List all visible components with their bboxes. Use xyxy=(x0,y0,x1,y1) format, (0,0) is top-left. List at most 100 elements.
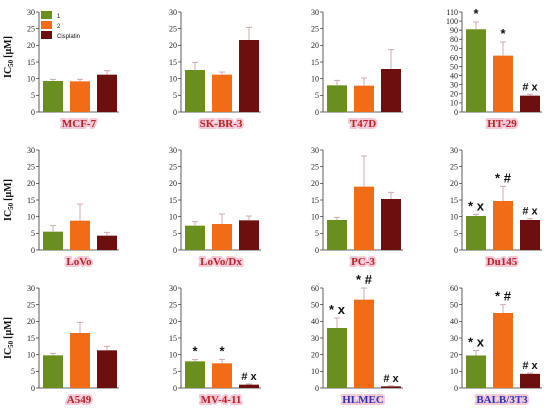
y-tick-label: 30 xyxy=(450,146,458,155)
bar-2 xyxy=(70,333,90,388)
bar-1 xyxy=(327,85,347,112)
cell-line-label: BALB/3T3 xyxy=(476,394,528,406)
chart-panels: 051015202530MCF-7MCF-7051015202530SK-BR-… xyxy=(27,6,542,408)
y-axis-label-unit: [μM] xyxy=(3,36,14,58)
y-tick-label: 20 xyxy=(169,41,177,50)
bar-cisplatin xyxy=(381,199,401,250)
bar-1 xyxy=(43,355,63,388)
bar-cisplatin xyxy=(381,69,401,112)
y-tick-label: 30 xyxy=(169,8,177,17)
significance-marker: # x xyxy=(241,371,257,383)
cell-line-label-glow: A549 xyxy=(67,394,92,406)
bar-2 xyxy=(493,201,513,250)
y-tick-label: 0 xyxy=(315,246,319,255)
y-tick-label: 30 xyxy=(169,146,177,155)
significance-marker: * x xyxy=(468,198,485,213)
y-tick-label: 0 xyxy=(173,384,177,393)
bar-cisplatin xyxy=(520,220,540,250)
cell-line-label-glow: T47D xyxy=(350,118,376,130)
bar-1 xyxy=(43,231,63,250)
legend-label-1: 1 xyxy=(57,14,61,20)
y-tick-label: 20 xyxy=(450,179,458,188)
y-axis-label-row-2: IC50[μM] xyxy=(3,179,15,221)
legend-swatch-1 xyxy=(41,11,52,19)
y-tick-label: 0 xyxy=(31,384,35,393)
y-tick-label: 20 xyxy=(27,317,35,326)
y-tick-label: 50 xyxy=(311,300,319,309)
bar-2 xyxy=(354,85,374,112)
bar-cisplatin xyxy=(239,40,259,112)
bar-1 xyxy=(466,29,486,112)
cell-line-label-glow: PC-3 xyxy=(351,256,375,268)
y-tick-label: 25 xyxy=(450,162,458,171)
y-tick-label: 10 xyxy=(450,212,458,221)
y-tick-label: 40 xyxy=(311,317,319,326)
significance-marker: * x xyxy=(468,335,485,350)
bar-2 xyxy=(493,55,513,112)
y-tick-label: 15 xyxy=(27,58,35,67)
y-tick-label: 15 xyxy=(169,196,177,205)
y-tick-label: 50 xyxy=(450,300,458,309)
y-tick-label: 10 xyxy=(169,212,177,221)
bar-1 xyxy=(185,70,205,112)
y-tick-label: 90 xyxy=(450,26,458,35)
bar-2 xyxy=(212,74,232,112)
y-tick-label: 25 xyxy=(27,24,35,33)
cell-line-label-glow: BALB/3T3 xyxy=(476,394,528,406)
y-tick-label: 25 xyxy=(27,300,35,309)
y-tick-label: 0 xyxy=(173,246,177,255)
y-tick-label: 10 xyxy=(311,74,319,83)
legend: 1 2 Cisplatin xyxy=(41,11,80,40)
bar-1 xyxy=(327,328,347,388)
y-axis-label-unit: [μM] xyxy=(3,179,14,201)
y-tick-label: 110 xyxy=(446,8,458,17)
y-tick-label: 5 xyxy=(31,367,35,376)
y-tick-label: 50 xyxy=(450,62,458,71)
legend-swatch-cisplatin xyxy=(41,31,52,39)
y-tick-label: 5 xyxy=(31,91,35,100)
y-tick-label: 40 xyxy=(450,71,458,80)
bar-2 xyxy=(70,220,90,250)
y-tick-label: 10 xyxy=(27,212,35,221)
y-tick-label: 20 xyxy=(169,179,177,188)
legend-label-cisplatin: Cisplatin xyxy=(57,34,80,40)
bar-cisplatin xyxy=(520,95,540,112)
bar-2 xyxy=(354,186,374,250)
y-tick-label: 70 xyxy=(450,44,458,53)
significance-marker: * # xyxy=(495,170,512,185)
bar-cisplatin xyxy=(239,220,259,250)
y-tick-label: 20 xyxy=(169,317,177,326)
bar-cisplatin xyxy=(97,74,117,112)
y-tick-label: 30 xyxy=(311,8,319,17)
y-tick-label: 15 xyxy=(450,196,458,205)
y-axis-label-main: IC xyxy=(3,67,14,78)
cell-line-label-glow: HLMEC xyxy=(342,394,384,406)
bar-1 xyxy=(185,225,205,250)
y-tick-label: 25 xyxy=(169,300,177,309)
cell-line-label-glow: MV-4-11 xyxy=(201,394,242,406)
y-tick-label: 60 xyxy=(450,284,458,293)
legend-label-2: 2 xyxy=(57,24,61,30)
y-tick-label: 30 xyxy=(311,334,319,343)
y-tick-label: 60 xyxy=(311,284,319,293)
y-tick-label: 10 xyxy=(169,74,177,83)
y-tick-label: 20 xyxy=(450,90,458,99)
y-tick-label: 5 xyxy=(315,229,319,238)
cell-line-label-glow: Du145 xyxy=(487,256,518,268)
y-tick-label: 20 xyxy=(450,350,458,359)
y-tick-label: 5 xyxy=(31,229,35,238)
y-tick-label: 30 xyxy=(450,334,458,343)
significance-marker: # x xyxy=(383,373,399,385)
cell-line-label: PC-3 xyxy=(351,256,375,268)
y-tick-label: 15 xyxy=(27,334,35,343)
